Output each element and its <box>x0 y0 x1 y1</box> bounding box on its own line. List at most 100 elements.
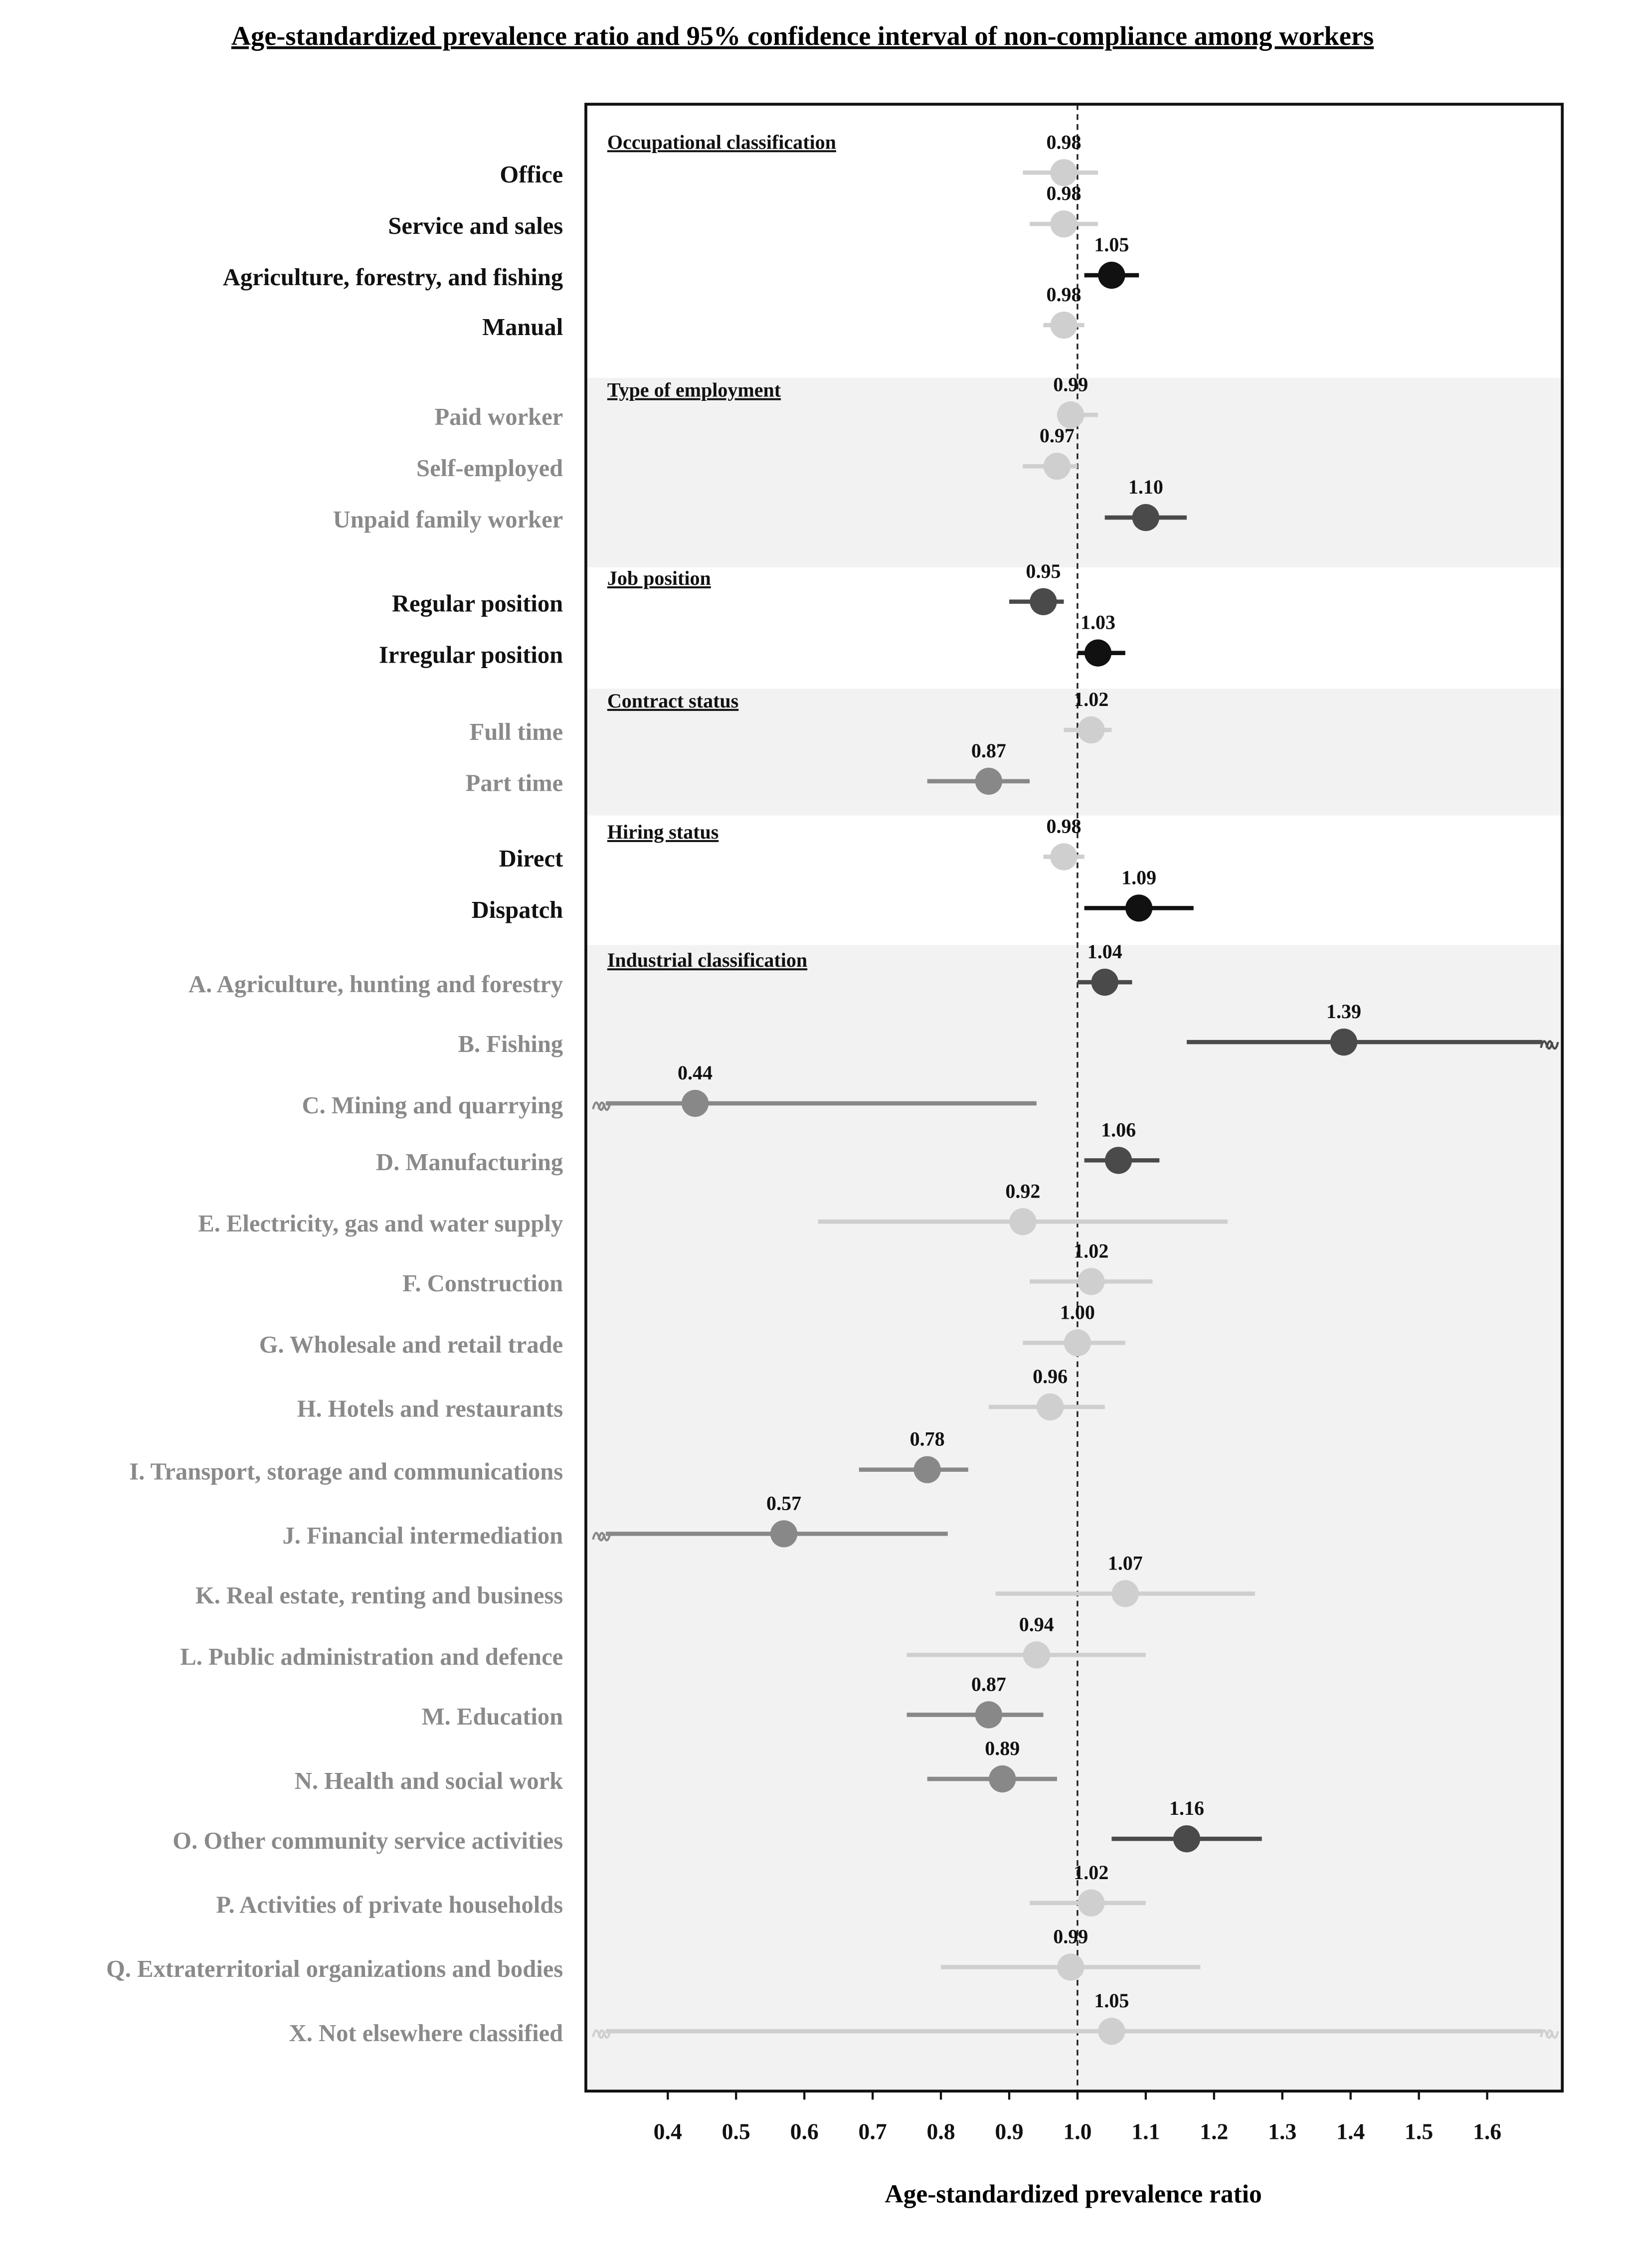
point-estimate <box>1111 1580 1139 1607</box>
section-title: Industrial classification <box>607 949 807 971</box>
point-estimate <box>1132 504 1160 531</box>
section-background <box>585 689 1563 816</box>
point-estimate <box>1030 588 1057 615</box>
value-label: 0.97 <box>1040 424 1075 447</box>
row-label: J. Financial intermediation <box>283 1522 563 1549</box>
row-label: K. Real estate, renting and business <box>195 1582 563 1609</box>
value-label: 0.44 <box>678 1061 713 1084</box>
point-estimate <box>1173 1825 1201 1853</box>
x-tick-label: 0.7 <box>859 2118 887 2144</box>
value-label: 0.98 <box>1047 131 1082 153</box>
point-estimate <box>1050 210 1078 238</box>
value-label: 0.99 <box>1053 1925 1088 1947</box>
section-title: Occupational classification <box>607 131 836 153</box>
value-label: 1.39 <box>1326 1000 1361 1023</box>
value-label: 0.57 <box>766 1492 801 1514</box>
point-estimate <box>1064 1329 1091 1357</box>
row-label: Full time <box>470 718 563 745</box>
value-label: 0.87 <box>971 739 1006 762</box>
point-estimate <box>1104 1147 1132 1174</box>
point-estimate <box>1125 894 1153 922</box>
point-estimate <box>1098 2017 1125 2045</box>
chart-title: Age-standardized prevalence ratio and 95… <box>231 21 1374 51</box>
x-tick-label: 1.3 <box>1268 2118 1296 2144</box>
value-label: 1.09 <box>1121 866 1156 888</box>
point-estimate <box>1098 261 1125 289</box>
point-estimate <box>1023 1641 1050 1669</box>
point-estimate <box>1078 1268 1105 1295</box>
value-label: 0.98 <box>1047 182 1082 204</box>
row-label: Service and sales <box>388 212 563 239</box>
value-label: 0.98 <box>1047 283 1082 306</box>
row-label: Regular position <box>392 590 563 617</box>
x-axis-label: Age-standardized prevalence ratio <box>885 2180 1262 2209</box>
value-label: 1.07 <box>1108 1552 1143 1574</box>
row-label: Unpaid family worker <box>333 506 563 533</box>
value-label: 0.95 <box>1026 560 1061 582</box>
point-estimate <box>1330 1028 1358 1056</box>
value-label: 1.03 <box>1081 611 1115 634</box>
point-estimate <box>1078 1889 1105 1917</box>
section-title: Type of employment <box>607 379 781 401</box>
x-tick-label: 1.4 <box>1336 2118 1365 2144</box>
point-estimate <box>1057 401 1084 429</box>
point-estimate <box>1091 968 1118 996</box>
row-label: Self-employed <box>416 455 563 482</box>
point-estimate <box>681 1089 709 1117</box>
row-label: Agriculture, forestry, and fishing <box>223 264 563 291</box>
row-label: I. Transport, storage and communications <box>129 1458 563 1485</box>
point-estimate <box>1057 1953 1084 1981</box>
value-label: 1.02 <box>1074 1239 1108 1262</box>
section-background <box>585 815 1563 945</box>
row-label: Q. Extraterritorial organizations and bo… <box>106 1955 563 1982</box>
point-estimate <box>1036 1393 1064 1421</box>
point-estimate <box>1050 159 1078 186</box>
row-label: Paid worker <box>435 403 563 430</box>
plot-frame <box>584 103 1564 2093</box>
truncation-mark <box>592 1101 611 1111</box>
value-label: 0.92 <box>1005 1180 1040 1202</box>
point-estimate <box>770 1520 798 1548</box>
row-label: Irregular position <box>379 641 563 668</box>
row-label: Dispatch <box>472 896 563 923</box>
x-tick-label: 1.5 <box>1405 2118 1433 2144</box>
point-estimate <box>1084 639 1112 667</box>
row-label: E. Electricity, gas and water supply <box>198 1210 563 1237</box>
row-label: Office <box>500 161 563 188</box>
value-label: 1.05 <box>1094 233 1129 256</box>
row-label: P. Activities of private households <box>216 1892 563 1919</box>
x-tick-label: 0.4 <box>654 2118 682 2144</box>
section-background <box>585 945 1563 2092</box>
value-label: 1.06 <box>1101 1118 1136 1141</box>
section-title: Contract status <box>607 690 738 712</box>
value-label: 1.00 <box>1060 1301 1095 1323</box>
row-label: C. Mining and quarrying <box>302 1092 563 1119</box>
value-label: 1.05 <box>1094 1989 1129 2012</box>
value-label: 1.10 <box>1128 476 1163 498</box>
truncation-mark <box>1540 2029 1559 2039</box>
value-label: 0.99 <box>1053 373 1088 395</box>
value-label: 0.78 <box>910 1428 945 1450</box>
x-tick-label: 0.6 <box>790 2118 819 2144</box>
row-label: N. Health and social work <box>295 1767 563 1794</box>
truncation-mark <box>592 2029 611 2039</box>
row-label: D. Manufacturing <box>376 1149 563 1176</box>
row-label: B. Fishing <box>458 1031 563 1057</box>
x-tick-label: 0.8 <box>926 2118 955 2144</box>
row-label: Part time <box>466 770 563 797</box>
row-label: H. Hotels and restaurants <box>297 1396 563 1422</box>
value-label: 0.89 <box>985 1737 1020 1759</box>
x-tick-label: 1.6 <box>1473 2118 1501 2144</box>
row-label: Direct <box>499 845 563 872</box>
point-estimate <box>913 1456 941 1483</box>
x-tick-label: 0.5 <box>722 2118 750 2144</box>
point-estimate <box>1050 843 1078 871</box>
x-tick-label: 1.0 <box>1063 2118 1091 2144</box>
value-label: 0.98 <box>1047 815 1082 837</box>
row-label: L. Public administration and defence <box>180 1643 563 1670</box>
value-label: 1.04 <box>1087 940 1122 963</box>
value-label: 1.02 <box>1074 1861 1108 1884</box>
row-label: X. Not elsewhere classified <box>289 2020 563 2047</box>
truncation-mark <box>1540 1040 1559 1050</box>
